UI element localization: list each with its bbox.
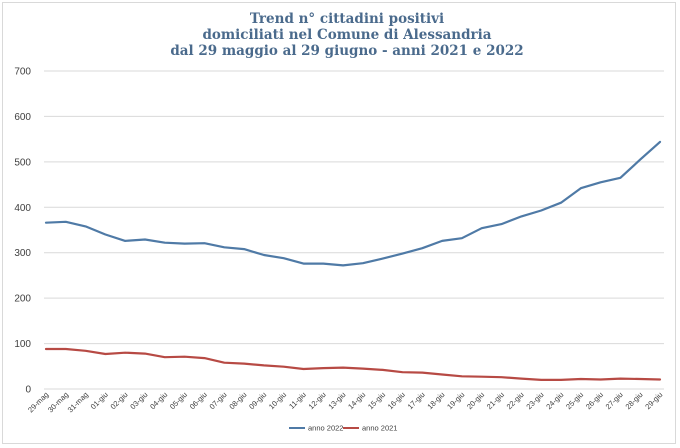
legend: anno 2022 anno 2021 [289,424,397,433]
x-tick-label: 05-giu [168,390,189,411]
chart-title-line-2: domiciliati nel Comune di Alessandria [202,27,491,43]
x-tick-label: 14-giu [346,390,367,411]
x-tick-label: 16-giu [386,390,407,411]
chart-title: Trend n° cittadini positivi domiciliati … [170,11,523,59]
series-lines [44,140,662,381]
chart-title-line-1: Trend n° cittadini positivi [250,11,444,27]
x-tick-label: 10-giu [267,390,288,411]
y-tick-label: 400 [14,203,31,214]
y-tick-label: 600 [14,112,31,123]
x-tick-label: 04-giu [148,390,169,411]
x-tick-label: 24-giu [544,390,565,411]
x-tick-label: 26-giu [584,390,605,411]
x-tick-label: 11-giu [287,390,308,411]
legend-label-1: anno 2021 [362,424,397,433]
legend-label-0: anno 2022 [308,424,343,433]
y-tick-label: 300 [14,248,31,259]
series-line-0 [44,140,662,267]
y-axis-ticks: 0 100 200 300 400 500 600 700 [14,67,31,396]
series-line-1 [44,347,662,381]
x-tick-label: 28-giu [623,390,644,411]
x-tick-label: 20-giu [465,390,486,411]
chart-title-line-3: dal 29 maggio al 29 giugno - anni 2021 e… [170,43,523,59]
y-tick-label: 700 [14,67,31,78]
gridlines [44,70,664,390]
x-tick-label: 18-giu [425,390,446,411]
y-tick-label: 0 [25,385,31,396]
x-axis-ticks: 29-mag30-mag31-mag01-giu02-giu03-giu04-g… [26,390,664,414]
x-tick-label: 07-giu [208,390,229,411]
x-tick-label: 23-giu [524,390,545,411]
x-tick-label: 22-giu [505,390,526,411]
x-tick-label: 08-giu [227,390,248,411]
y-tick-label: 200 [14,294,31,305]
x-tick-label: 29-giu [643,390,664,411]
x-tick-label: 03-giu [128,390,149,411]
x-tick-label: 25-giu [564,390,585,411]
x-tick-label: 01-giu [89,390,110,411]
x-tick-label: 09-giu [247,390,268,411]
x-tick-label: 15-giu [366,390,387,411]
x-tick-label: 21-giu [485,390,506,411]
x-tick-label: 27-giu [604,390,625,411]
x-tick-label: 31-mag [66,390,90,414]
chart-frame [2,2,676,444]
y-tick-label: 100 [14,339,31,350]
y-tick-label: 500 [14,157,31,168]
x-tick-label: 30-mag [46,390,70,414]
x-tick-label: 02-giu [109,390,130,411]
x-tick-label: 06-giu [188,390,209,411]
x-tick-label: 19-giu [445,390,466,411]
x-tick-label: 12-giu [307,390,328,411]
x-tick-label: 17-giu [406,390,427,411]
x-tick-label: 13-giu [326,390,347,411]
